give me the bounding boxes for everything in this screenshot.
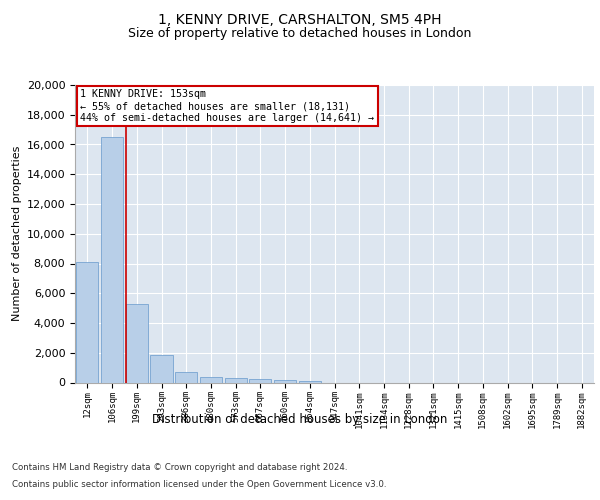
- Bar: [151, 355, 173, 382]
- Text: Distribution of detached houses by size in London: Distribution of detached houses by size …: [152, 412, 448, 426]
- Bar: [224, 378, 247, 382]
- Bar: [274, 380, 296, 382]
- Text: Contains HM Land Registry data © Crown copyright and database right 2024.: Contains HM Land Registry data © Crown c…: [12, 464, 347, 472]
- Text: 1, KENNY DRIVE, CARSHALTON, SM5 4PH: 1, KENNY DRIVE, CARSHALTON, SM5 4PH: [158, 12, 442, 26]
- Bar: [200, 378, 222, 382]
- Bar: [76, 262, 98, 382]
- Bar: [101, 137, 123, 382]
- Bar: [125, 304, 148, 382]
- Text: 1 KENNY DRIVE: 153sqm
← 55% of detached houses are smaller (18,131)
44% of semi-: 1 KENNY DRIVE: 153sqm ← 55% of detached …: [80, 90, 374, 122]
- Text: Contains public sector information licensed under the Open Government Licence v3: Contains public sector information licen…: [12, 480, 386, 489]
- Text: Size of property relative to detached houses in London: Size of property relative to detached ho…: [128, 28, 472, 40]
- Bar: [299, 380, 321, 382]
- Bar: [249, 379, 271, 382]
- Bar: [175, 372, 197, 382]
- Y-axis label: Number of detached properties: Number of detached properties: [13, 146, 22, 322]
